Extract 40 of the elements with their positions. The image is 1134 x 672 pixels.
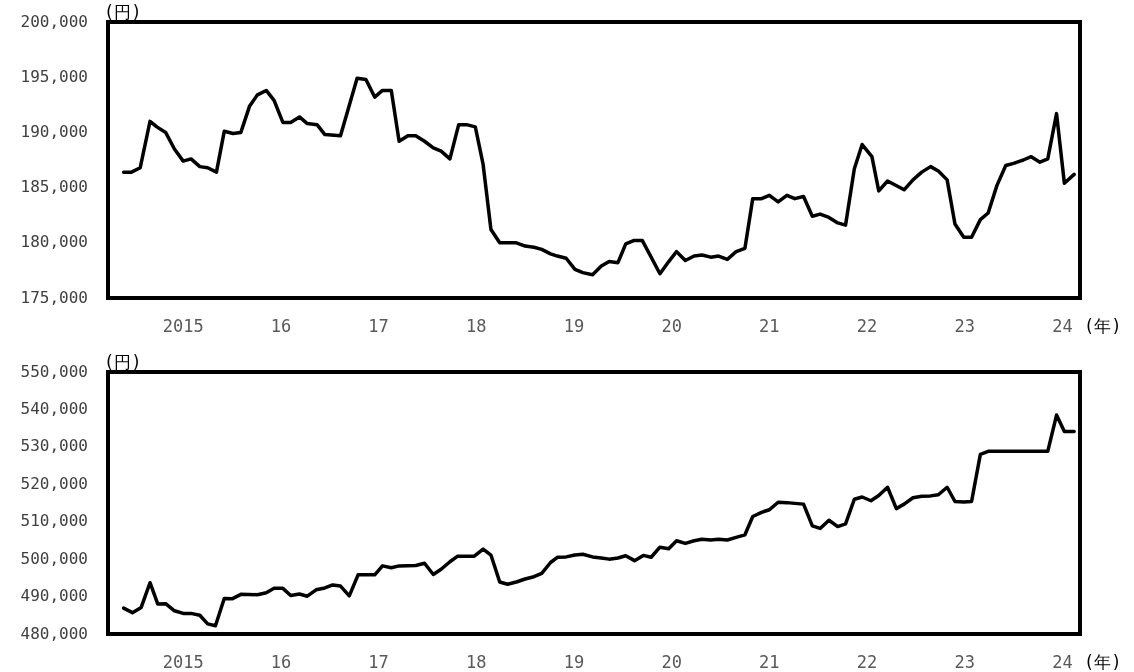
x-tick-label: 21 xyxy=(759,316,780,336)
y-axis-title: (円) xyxy=(104,2,142,22)
y-tick-label: 530,000 xyxy=(20,436,88,456)
x-tick-label: 22 xyxy=(856,652,878,672)
x-axis-title: (年) xyxy=(1084,652,1122,672)
y-tick-label: 190,000 xyxy=(20,121,88,141)
x-tick-label: 18 xyxy=(466,652,487,672)
y-tick-label: 180,000 xyxy=(20,232,88,252)
y-tick-label: 520,000 xyxy=(20,473,88,493)
y-tick-label: 480,000 xyxy=(20,623,88,643)
x-tick-label: 24 xyxy=(1052,316,1073,336)
x-tick-label: 23 xyxy=(954,652,975,672)
x-tick-label: 24 xyxy=(1052,652,1073,672)
y-tick-label: 540,000 xyxy=(20,398,88,418)
x-tick-label: 20 xyxy=(661,652,682,672)
x-tick-label: 19 xyxy=(563,652,585,672)
x-tick-label: 18 xyxy=(466,316,487,336)
y-tick-label: 185,000 xyxy=(20,177,88,197)
y-tick-label: 200,000 xyxy=(20,11,88,31)
x-tick-label: 21 xyxy=(759,652,780,672)
x-tick-label: 23 xyxy=(954,316,975,336)
line-series xyxy=(121,413,1076,628)
y-tick-label: 510,000 xyxy=(20,511,88,531)
y-axis-title: (円) xyxy=(104,352,142,372)
x-tick-label: 22 xyxy=(856,316,878,336)
x-tick-label: 16 xyxy=(270,316,292,336)
x-axis-title: (年) xyxy=(1084,316,1122,336)
y-tick-label: 550,000 xyxy=(20,361,88,381)
x-tick-label: 2015 xyxy=(162,316,204,336)
x-tick-label: 16 xyxy=(270,652,292,672)
y-tick-label: 195,000 xyxy=(20,66,88,86)
x-tick-label: 17 xyxy=(368,316,389,336)
x-tick-label: 2015 xyxy=(162,652,204,672)
x-tick-label: 20 xyxy=(661,316,682,336)
x-tick-label: 17 xyxy=(368,652,389,672)
y-tick-label: 490,000 xyxy=(20,586,88,606)
x-tick-label: 19 xyxy=(563,316,585,336)
y-tick-label: 500,000 xyxy=(20,548,88,568)
y-tick-label: 175,000 xyxy=(20,287,88,307)
line-series xyxy=(121,76,1076,277)
